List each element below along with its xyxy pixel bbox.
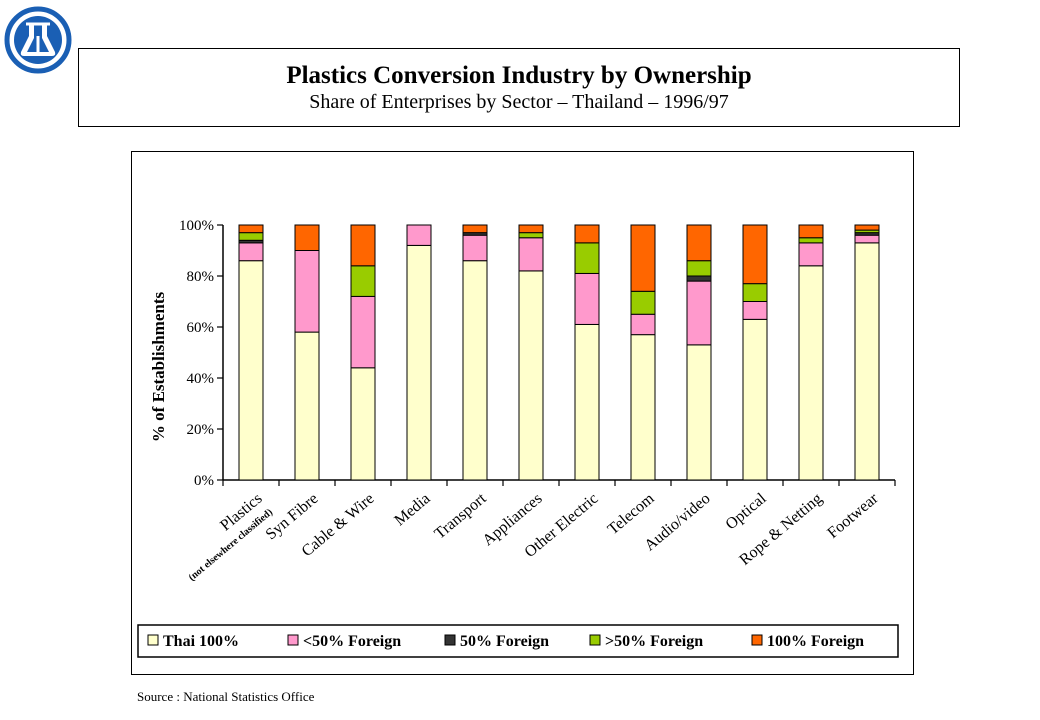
bar-segment	[518, 270, 544, 481]
bar-segment	[518, 224, 544, 234]
bar-segment	[742, 283, 768, 302]
bar-segment	[854, 224, 880, 231]
bar-segment	[350, 265, 376, 297]
legend-swatch	[589, 634, 601, 646]
bar-segment	[630, 224, 656, 292]
bar-segment	[686, 344, 712, 481]
y-tick-label: 100%	[179, 218, 214, 234]
legend-label: Thai 100%	[163, 633, 239, 650]
legend-label: 100% Foreign	[767, 633, 864, 650]
chart-frame: 0% 20% 40% 60% 80% 100% Plastics (not elsewhere…	[131, 151, 914, 675]
legend-swatch	[751, 634, 763, 646]
legend-swatch	[147, 634, 159, 646]
bar-segment	[574, 272, 600, 325]
title-box: Plastics Conversion Industry by Ownershi…	[78, 48, 960, 127]
bar-segment	[350, 295, 376, 369]
bar-segment	[238, 232, 264, 241]
bar-segment	[462, 260, 488, 481]
page-subtitle: Share of Enterprises by Sector – Thailan…	[309, 91, 729, 113]
y-axis-label: % of Establishments	[149, 292, 168, 443]
bar-segment	[742, 301, 768, 320]
bar-segment	[854, 234, 880, 244]
y-tick-label: 0%	[194, 473, 214, 489]
legend-label: 50% Foreign	[460, 633, 549, 650]
flask-emblem-icon	[4, 6, 72, 74]
bar-segment	[350, 367, 376, 481]
bar-segment	[798, 242, 824, 267]
stacked-bar-chart: 0%20%40%60%80%100%Plastics(not elsewhere…	[137, 218, 899, 658]
y-tick-label: 60%	[187, 320, 215, 336]
x-tick-label: Media	[391, 490, 433, 529]
x-tick-label: Optical	[723, 490, 770, 534]
bar-segment	[574, 242, 600, 274]
bar-segment	[686, 224, 712, 262]
bar-segment	[686, 280, 712, 346]
bar-segment	[406, 224, 432, 246]
legend-label: <50% Foreign	[303, 633, 401, 650]
bar-segment	[294, 331, 320, 481]
bar-segment	[798, 224, 824, 239]
bar-segment	[294, 224, 320, 251]
bar-segment	[686, 275, 712, 282]
bar-segment	[798, 237, 824, 244]
legend-label: >50% Foreign	[605, 633, 703, 650]
y-tick-label: 40%	[187, 371, 215, 387]
bar-segment	[462, 224, 488, 234]
bar-segment	[686, 260, 712, 277]
page-title: Plastics Conversion Industry by Ownershi…	[286, 62, 752, 89]
y-tick-label: 80%	[187, 269, 215, 285]
bar-segment	[630, 313, 656, 336]
bar-segment	[238, 260, 264, 481]
legend-swatch	[444, 634, 456, 646]
bar-segment	[518, 232, 544, 239]
source-note: Source : National Statistics Office	[137, 689, 315, 704]
bar-segment	[462, 234, 488, 262]
legend-swatch	[287, 634, 299, 646]
x-tick-label: Footwear	[824, 490, 882, 542]
bar-segment	[406, 244, 432, 481]
bar-segment	[574, 323, 600, 481]
bar-segment	[630, 334, 656, 481]
bar-segment	[630, 290, 656, 315]
bar-segment	[798, 265, 824, 481]
bar-segment	[238, 242, 264, 262]
bar-segment	[854, 242, 880, 481]
bar-segment	[742, 224, 768, 285]
bar-segment	[574, 224, 600, 244]
bar-segment	[350, 224, 376, 267]
bar-segment	[742, 318, 768, 481]
bar-segment	[294, 250, 320, 333]
bar-segment	[518, 237, 544, 272]
y-tick-label: 20%	[187, 422, 215, 438]
bar-segment	[238, 224, 264, 234]
legend-box	[137, 624, 899, 658]
x-tick-label: Telecom	[605, 490, 658, 539]
